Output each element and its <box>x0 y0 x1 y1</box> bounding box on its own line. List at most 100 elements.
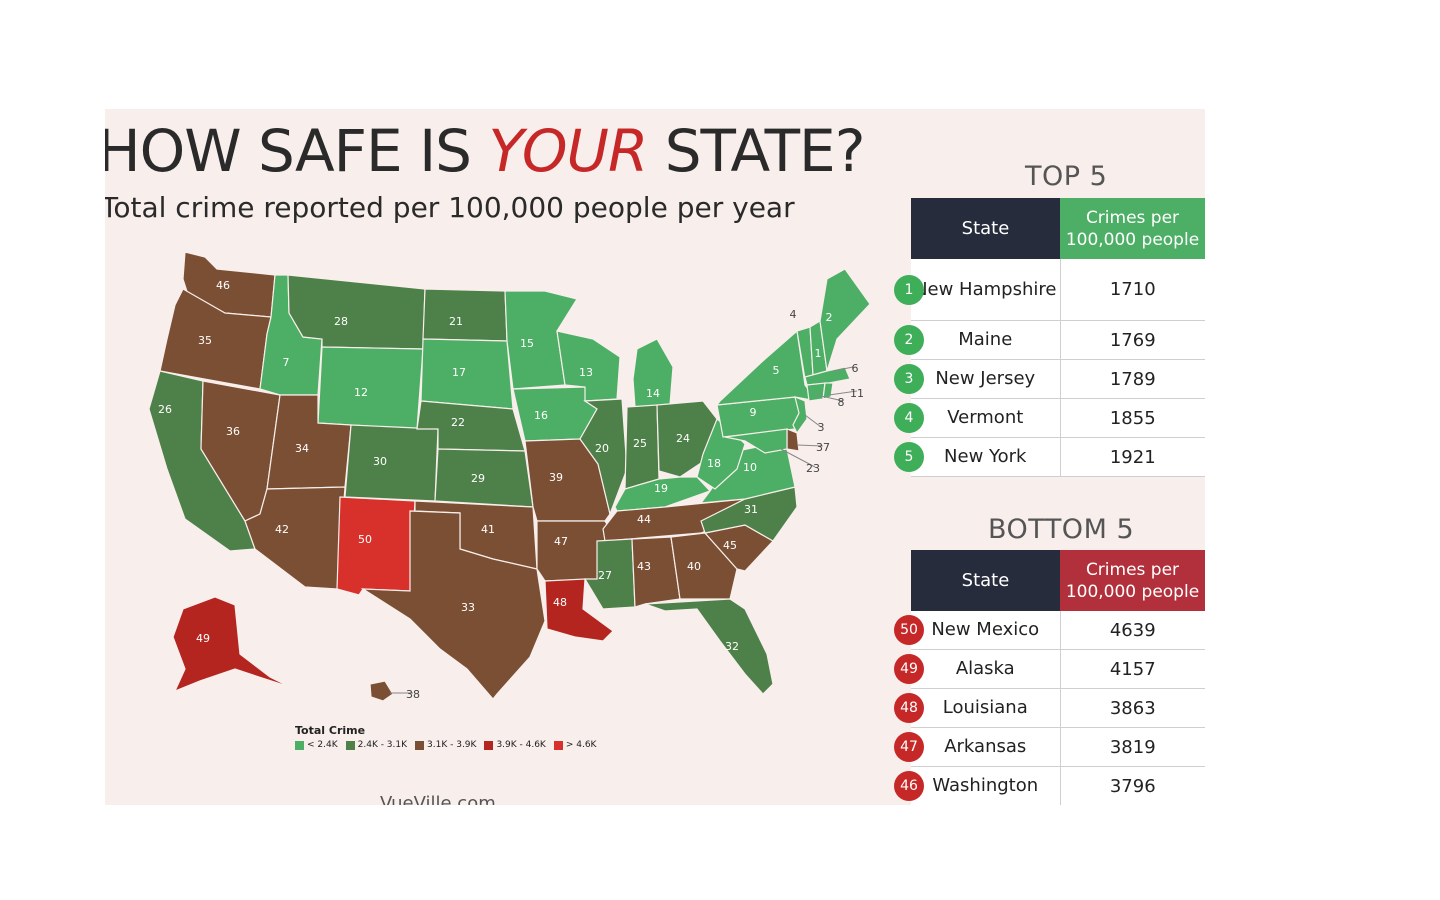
rank-badge: 5 <box>894 442 924 472</box>
rank-label-ar: 47 <box>554 535 568 548</box>
rank-label-ct: 8 <box>838 396 845 409</box>
table-row: 5 New York 1921 <box>894 438 1205 477</box>
rank-label-wi: 13 <box>579 366 593 379</box>
rank-label-ne: 22 <box>451 416 465 429</box>
legend-item: 2.4K - 3.1K <box>345 740 407 750</box>
rank-label-pa: 9 <box>750 406 757 419</box>
state-nm <box>336 496 416 596</box>
value-cell: 3796 <box>1109 775 1156 797</box>
state-co <box>344 424 439 502</box>
rank-label-ny: 5 <box>773 364 780 377</box>
rank-label-fl: 32 <box>725 640 739 653</box>
rank-badge: 47 <box>894 732 924 762</box>
rank-label-nd: 21 <box>449 315 463 328</box>
state-fl <box>644 598 774 695</box>
state-cell: New Hampshire <box>911 259 1061 320</box>
rank-label-al: 43 <box>637 560 651 573</box>
state-ga <box>670 532 738 600</box>
title-emphasis: YOUR <box>488 117 648 185</box>
rank-label-in: 25 <box>633 437 647 450</box>
rank-badge: 4 <box>894 403 924 433</box>
state-il <box>579 398 628 517</box>
state-cell: Louisiana <box>911 689 1061 727</box>
state-md <box>724 428 788 454</box>
legend-item: 3.1K - 3.9K <box>415 740 476 750</box>
state-cell: Vermont <box>911 399 1061 437</box>
rank-label-id: 7 <box>283 356 290 369</box>
legend-item: 3.9K - 4.6K <box>484 740 546 750</box>
legend-swatch <box>484 740 494 750</box>
rank-label-il: 20 <box>595 442 609 455</box>
table-row: 48 Louisiana 3863 <box>894 689 1205 728</box>
value-cell: 4639 <box>1109 619 1156 641</box>
rank-badge: 2 <box>894 325 924 355</box>
rank-label-ky: 19 <box>654 482 668 495</box>
rank-label-ga: 40 <box>687 560 701 573</box>
table-row: 50 New Mexico 4639 <box>894 611 1205 650</box>
rank-badge: 3 <box>894 364 924 394</box>
table-row: 46 Washington 3796 <box>894 767 1205 805</box>
rank-label-de: 37 <box>816 441 830 454</box>
rank-badge: 1 <box>894 274 924 305</box>
value-cell: 1710 <box>1109 279 1156 300</box>
legend-swatch <box>553 740 563 750</box>
rank-label-md: 23 <box>806 462 820 475</box>
state-nd <box>422 288 508 342</box>
rank-label-vt: 4 <box>790 308 797 321</box>
legend-swatch <box>345 740 355 750</box>
rank-label-nj: 3 <box>818 421 825 434</box>
map-legend: Total Crime < 2.4K 2.4K - 3.1K 3.1K - 3.… <box>295 724 596 750</box>
rank-badge: 50 <box>894 615 924 645</box>
state-wy <box>317 346 424 430</box>
rank-label-sc: 45 <box>723 539 737 552</box>
rank-label-nv: 36 <box>226 425 240 438</box>
rank-label-tx: 33 <box>461 601 475 614</box>
legend-title: Total Crime <box>295 724 366 737</box>
rank-label-ak: 49 <box>196 632 210 645</box>
infographic-panel: HOW SAFE IS YOUR STATE? Total crime repo… <box>105 109 1205 805</box>
footer-site: VueVille.com <box>380 793 496 805</box>
rank-label-ks: 29 <box>471 472 485 485</box>
rank-label-nh: 1 <box>815 347 822 360</box>
rank-badge: 48 <box>894 693 924 723</box>
table-row: 2 Maine 1769 <box>894 321 1205 360</box>
value-cell: 1789 <box>1109 368 1156 390</box>
rank-label-co: 30 <box>373 455 387 468</box>
rank-label-oh: 24 <box>676 432 690 445</box>
state-cell: Washington <box>911 767 1061 805</box>
rank-label-va: 10 <box>743 461 757 474</box>
bottom5-title: BOTTOM 5 <box>988 514 1135 545</box>
state-sd <box>420 338 514 410</box>
value-cell: 1921 <box>1109 446 1156 468</box>
table-row: 4 Vermont 1855 <box>894 399 1205 438</box>
legend-swatch <box>415 740 425 750</box>
rank-label-mn: 15 <box>520 337 534 350</box>
state-la <box>544 578 614 642</box>
page-title: HOW SAFE IS YOUR STATE? <box>105 117 865 185</box>
rank-label-ut: 34 <box>295 442 309 455</box>
rank-label-ma: 6 <box>852 362 859 375</box>
rank-label-mo: 39 <box>549 471 563 484</box>
us-crime-map: 46 35 26 36 7 28 12 34 42 30 50 21 17 22… <box>148 251 871 702</box>
legend-item: < 2.4K <box>295 740 338 750</box>
state-cell: Maine <box>911 321 1061 359</box>
top5-header-state: State <box>911 198 1060 259</box>
state-tx <box>360 510 546 700</box>
rank-label-ok: 41 <box>481 523 495 536</box>
rank-badge: 46 <box>894 771 924 801</box>
state-cell: New Jersey <box>911 360 1061 398</box>
rank-label-wa: 46 <box>216 279 230 292</box>
state-cell: Alaska <box>911 650 1061 688</box>
rank-label-tn: 44 <box>637 513 651 526</box>
state-hi <box>369 680 394 702</box>
rank-label-la: 48 <box>553 596 567 609</box>
state-mt <box>287 274 426 350</box>
rank-label-ca: 26 <box>158 403 172 416</box>
state-ak <box>172 596 291 693</box>
value-cell: 1855 <box>1109 407 1156 429</box>
bottom5-header-value: Crimes per 100,000 people <box>1060 550 1205 611</box>
top5-header-value: Crimes per 100,000 people <box>1060 198 1205 259</box>
page-subtitle: Total crime reported per 100,000 people … <box>105 191 795 224</box>
state-cell: New York <box>911 438 1061 476</box>
rank-label-ri: 11 <box>850 387 864 400</box>
